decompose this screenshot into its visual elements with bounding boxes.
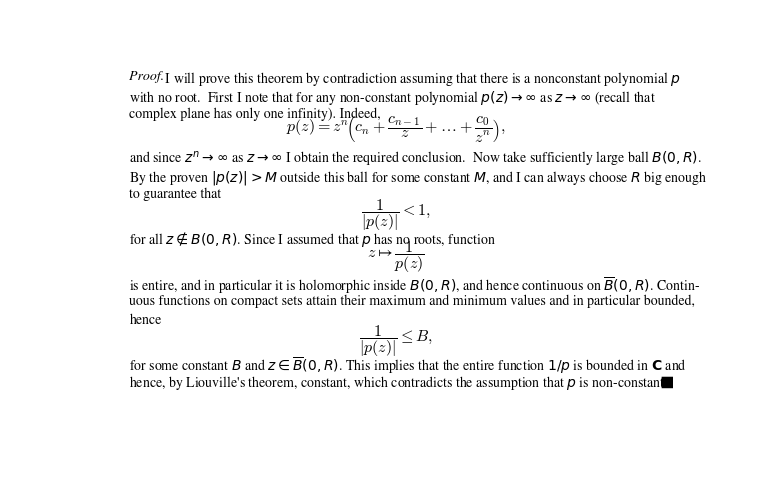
Text: is entire, and in particular it is holomorphic inside $B(0,R)$, and hence contin: is entire, and in particular it is holom…	[130, 275, 700, 296]
Text: hence: hence	[130, 313, 161, 327]
Text: uous functions on compact sets attain their maximum and minimum values and in pa: uous functions on compact sets attain th…	[130, 294, 696, 308]
Text: $\dfrac{1}{|p(z)|}\leq B,$: $\dfrac{1}{|p(z)|}\leq B,$	[359, 323, 432, 359]
Text: for some constant $B$ and $z\in\overline{B}(0,R)$. This implies that the entire : for some constant $B$ and $z\in\overline…	[130, 355, 687, 376]
Text: with no root.  First I note that for any non-constant polynomial $p(z)\rightarro: with no root. First I note that for any …	[130, 89, 656, 107]
Text: I will prove this theorem by contradiction assuming that there is a nonconstant : I will prove this theorem by contradicti…	[157, 70, 680, 88]
Text: $\dfrac{1}{|p(z)|}<1,$: $\dfrac{1}{|p(z)|}<1,$	[361, 197, 431, 233]
Text: $p(z) = z^n\!\left(c_n + \dfrac{c_{n-1}}{z} + \ldots + \dfrac{c_0}{z^n}\right),$: $p(z) = z^n\!\left(c_n + \dfrac{c_{n-1}}…	[286, 114, 506, 144]
Text: hence, by Liouville's theorem, constant, which contradicts the assumption that $: hence, by Liouville's theorem, constant,…	[130, 374, 669, 392]
Text: to guarantee that: to guarantee that	[130, 188, 222, 201]
Text: Proof.: Proof.	[130, 70, 164, 83]
Text: complex plane has only one infinity). Indeed,: complex plane has only one infinity). In…	[130, 108, 381, 121]
Text: for all $z\notin B(0,R)$. Since I assumed that $p$ has no roots, function: for all $z\notin B(0,R)$. Since I assume…	[130, 230, 496, 249]
Text: $z\mapsto\dfrac{1}{p(z)}$: $z\mapsto\dfrac{1}{p(z)}$	[367, 239, 425, 275]
Text: and since $z^n\rightarrow\infty$ as $z\rightarrow\infty$ I obtain the required c: and since $z^n\rightarrow\infty$ as $z\r…	[130, 150, 703, 169]
Text: By the proven $|p(z)|>M$ outside this ball for some constant $M$, and I can alwa: By the proven $|p(z)|>M$ outside this ba…	[130, 169, 708, 187]
Text: $\blacksquare$: $\blacksquare$	[660, 374, 674, 390]
